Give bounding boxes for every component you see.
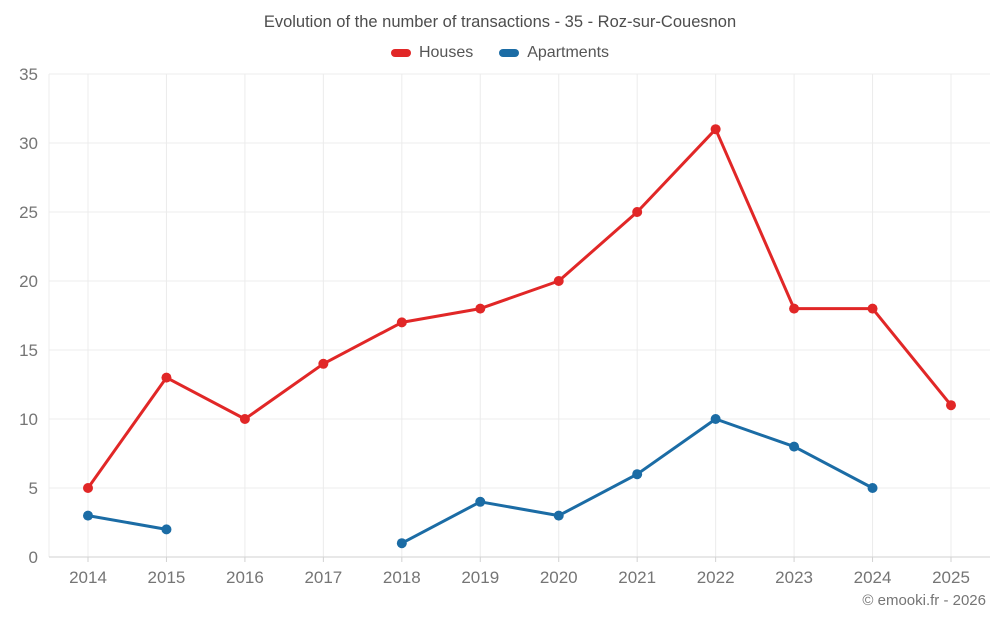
data-point-houses-2024[interactable]: [867, 303, 878, 314]
y-tick-label: 25: [19, 203, 38, 222]
data-point-apartments-2021[interactable]: [632, 469, 643, 480]
x-tick-label: 2018: [383, 568, 421, 587]
x-tick-label: 2023: [775, 568, 813, 587]
data-point-apartments-2019[interactable]: [475, 496, 486, 507]
data-point-houses-2014[interactable]: [83, 483, 93, 493]
data-point-houses-2020[interactable]: [553, 276, 564, 286]
data-point-houses-2025[interactable]: [946, 400, 956, 411]
x-tick-label: 2019: [461, 568, 499, 587]
copyright-watermark: © emooki.fr - 2026: [862, 592, 986, 609]
houses-series-swatch-icon: [390, 49, 411, 57]
x-tick-label: 2015: [148, 568, 186, 587]
legend-item-houses[interactable]: Houses: [390, 44, 474, 62]
legend: Houses Apartments: [0, 44, 1000, 62]
legend-label-apartments: Apartments: [527, 44, 610, 61]
x-tick-label: 2016: [226, 568, 264, 587]
data-point-houses-2019[interactable]: [475, 303, 486, 314]
data-point-apartments-2018[interactable]: [396, 538, 407, 549]
data-point-houses-2022[interactable]: [710, 124, 721, 135]
x-tick-label: 2022: [697, 568, 735, 587]
data-point-apartments-2022[interactable]: [710, 414, 721, 424]
data-point-apartments-2014[interactable]: [83, 510, 93, 521]
apartments-series-swatch-icon: [499, 49, 520, 57]
data-point-houses-2021[interactable]: [632, 207, 643, 217]
data-point-apartments-2023[interactable]: [789, 441, 800, 452]
data-point-houses-2018[interactable]: [396, 317, 407, 328]
x-tick-label: 2014: [69, 568, 107, 587]
data-point-houses-2016[interactable]: [239, 414, 250, 424]
legend-item-apartments[interactable]: Apartments: [499, 44, 609, 62]
data-point-apartments-2020[interactable]: [553, 510, 564, 521]
y-tick-label: 10: [19, 410, 38, 429]
data-point-houses-2017[interactable]: [318, 358, 329, 369]
data-point-apartments-2015[interactable]: [161, 524, 172, 535]
data-point-houses-2023[interactable]: [789, 303, 800, 314]
y-tick-label: 0: [29, 548, 38, 567]
data-point-apartments-2024[interactable]: [867, 483, 878, 493]
x-tick-label: 2025: [932, 568, 970, 587]
x-tick-label: 2020: [540, 568, 578, 587]
y-tick-label: 5: [29, 479, 38, 498]
chart-title: Evolution of the number of transactions …: [263, 13, 737, 31]
x-tick-label: 2021: [618, 568, 656, 587]
y-tick-label: 15: [19, 341, 38, 360]
data-point-houses-2015[interactable]: [161, 372, 172, 383]
y-tick-label: 30: [19, 134, 38, 153]
x-tick-label: 2024: [854, 568, 892, 587]
x-tick-label: 2017: [304, 568, 342, 587]
y-tick-label: 20: [19, 272, 38, 291]
y-tick-label: 35: [19, 65, 38, 84]
legend-label-houses: Houses: [418, 44, 474, 61]
